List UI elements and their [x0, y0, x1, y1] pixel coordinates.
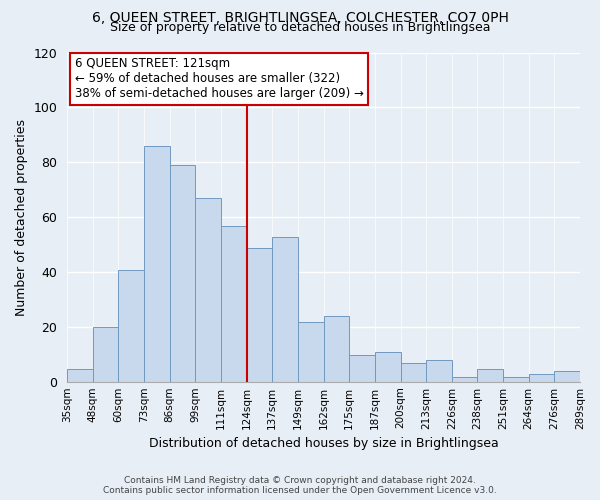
- Bar: [93, 328, 118, 382]
- Bar: [118, 270, 144, 382]
- Bar: [554, 372, 580, 382]
- Bar: [144, 146, 170, 382]
- Bar: [196, 198, 221, 382]
- Text: Contains HM Land Registry data © Crown copyright and database right 2024.
Contai: Contains HM Land Registry data © Crown c…: [103, 476, 497, 495]
- Bar: [221, 226, 247, 382]
- Bar: [426, 360, 452, 382]
- Bar: [247, 248, 272, 382]
- Bar: [170, 165, 196, 382]
- Text: 6 QUEEN STREET: 121sqm
← 59% of detached houses are smaller (322)
38% of semi-de: 6 QUEEN STREET: 121sqm ← 59% of detached…: [75, 58, 364, 100]
- Bar: [298, 322, 323, 382]
- Bar: [478, 368, 503, 382]
- Bar: [67, 368, 93, 382]
- Bar: [272, 236, 298, 382]
- Y-axis label: Number of detached properties: Number of detached properties: [15, 119, 28, 316]
- Bar: [503, 377, 529, 382]
- Bar: [529, 374, 554, 382]
- Bar: [452, 377, 478, 382]
- Bar: [401, 363, 426, 382]
- Text: 6, QUEEN STREET, BRIGHTLINGSEA, COLCHESTER, CO7 0PH: 6, QUEEN STREET, BRIGHTLINGSEA, COLCHEST…: [92, 11, 508, 25]
- Bar: [349, 355, 375, 382]
- X-axis label: Distribution of detached houses by size in Brightlingsea: Distribution of detached houses by size …: [149, 437, 499, 450]
- Bar: [375, 352, 401, 382]
- Text: Size of property relative to detached houses in Brightlingsea: Size of property relative to detached ho…: [110, 22, 490, 35]
- Bar: [323, 316, 349, 382]
